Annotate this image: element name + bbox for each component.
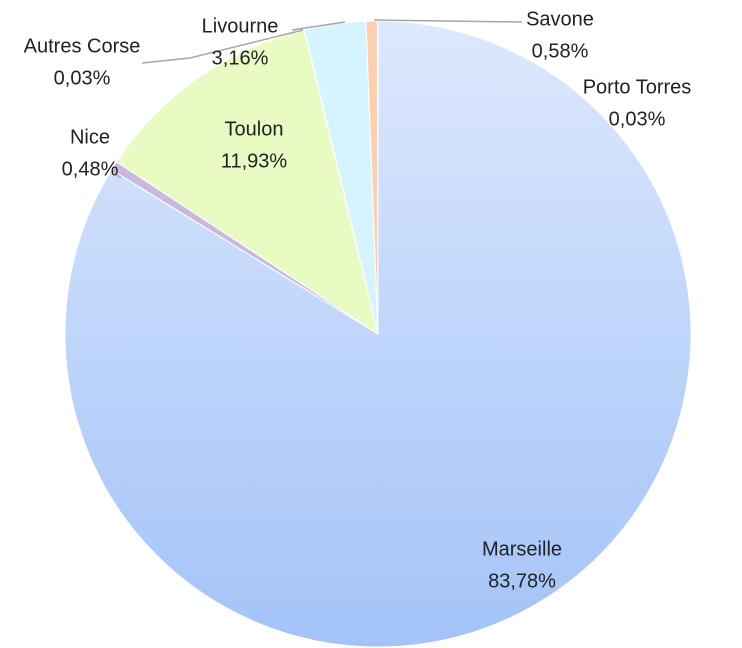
slice-name: Savone [526,8,594,30]
pie-slice [376,20,379,335]
slice-value: 11,93% [221,150,288,172]
slice-value: 0,48% [62,158,119,180]
slice-name: Toulon [225,118,284,140]
leader-line [111,169,122,179]
slice-name: Porto Torres [583,76,692,98]
pie [64,20,692,648]
slice-name: Autres Corse [24,35,141,57]
slice-value: 3,16% [212,47,269,69]
slice-value: 0,03% [54,67,111,89]
slice-value: 0,58% [532,40,589,62]
slice-name: Marseille [482,538,562,560]
leader-line [373,19,523,23]
leader-line [291,21,346,31]
slice-value: 0,03% [609,108,666,130]
labels: Marseille 83,78% Nice 0,48% Toulon 11,93% Autr… [24,8,692,592]
leader-line [141,29,304,64]
slice-name: Livourne [202,15,279,37]
slice-value: 83,78% [488,570,556,592]
slice-name: Nice [70,126,110,148]
